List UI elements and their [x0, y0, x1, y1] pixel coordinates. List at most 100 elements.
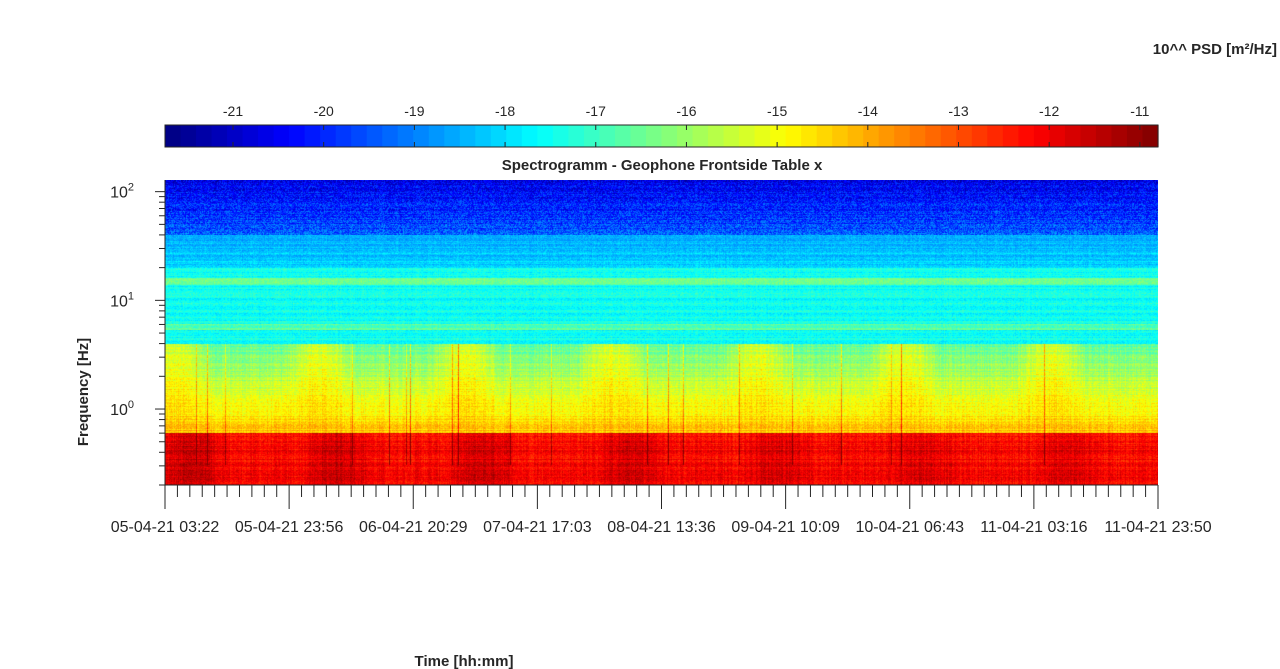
y-axis-label: Frequency [Hz]: [75, 338, 92, 446]
colorbar-segment: [987, 125, 1004, 147]
colorbar-segment: [289, 125, 306, 147]
colorbar-segment: [211, 125, 228, 147]
colorbar-segment: [506, 125, 523, 147]
colorbar-segment: [956, 125, 973, 147]
colorbar-tick-labels: -21 -20 -19 -18 -17 -16 -15 -14 -13 -12 -11: [223, 103, 1150, 119]
x-axis-tick-labels: 05-04-21 03:22 05-04-21 23:56 06-04-21 20:…: [111, 519, 1212, 536]
spectrogram-image: [165, 180, 1158, 485]
x-tick-label: 08-04-21 13:36: [607, 519, 716, 536]
colorbar-segment: [971, 125, 988, 147]
colorbar-segment: [770, 125, 787, 147]
x-tick-label: 11-04-21 03:16: [980, 519, 1087, 536]
colorbar-tick-label: -17: [586, 103, 606, 119]
colorbar-segment: [413, 125, 430, 147]
colorbar-tick-label: -15: [767, 103, 787, 119]
colorbar-segment: [320, 125, 337, 147]
colorbar-segment: [444, 125, 461, 147]
colorbar-segment: [196, 125, 213, 147]
colorbar-segment: [490, 125, 507, 147]
colorbar-segment: [568, 125, 585, 147]
colorbar-segment: [692, 125, 709, 147]
colorbar-segment: [165, 125, 182, 147]
colorbar-segment: [335, 125, 352, 147]
colorbar-segment: [552, 125, 570, 147]
colorbar-tick-label: -21: [223, 103, 243, 119]
colorbar-segment: [754, 125, 771, 147]
colorbar-segment: [816, 125, 833, 147]
colorbar-segment: [677, 125, 694, 147]
colorbar-segment: [925, 125, 942, 147]
colorbar-segment: [878, 125, 895, 147]
colorbar-segment: [366, 125, 383, 147]
x-tick-label: 11-04-21 23:50: [1104, 519, 1211, 536]
colorbar-segment: [1002, 125, 1019, 147]
colorbar-segment: [459, 125, 476, 147]
colorbar-segment: [304, 125, 321, 147]
colorbar-ticks: [232, 125, 1141, 147]
colorbar-segment: [599, 125, 616, 147]
x-tick-label: 06-04-21 20:29: [359, 519, 468, 536]
colorbar-segment: [894, 125, 911, 147]
y-axis-tick-labels: 100 101 102: [110, 182, 134, 419]
colorbar-segment: [1064, 125, 1082, 147]
colorbar-segment: [1049, 125, 1066, 147]
colorbar-segment: [863, 125, 880, 147]
x-tick-label: 07-04-21 17:03: [483, 519, 592, 536]
colorbar: [165, 125, 1159, 147]
chart-title: Spectrogramm - Geophone Frontside Table …: [502, 157, 823, 174]
colorbar-segment: [708, 125, 725, 147]
colorbar-tick-label: -11: [1130, 103, 1149, 119]
colorbar-segment: [1142, 125, 1159, 147]
colorbar-segment: [847, 125, 864, 147]
colorbar-segment: [521, 125, 538, 147]
colorbar-segment: [940, 125, 957, 147]
colorbar-segment: [273, 125, 290, 147]
colorbar-border: [164, 124, 1159, 148]
colorbar-segment: [583, 125, 601, 147]
colorbar-segment: [1111, 125, 1128, 147]
x-tick-label: 10-04-21 06:43: [855, 519, 964, 536]
y-tick-label: 101: [110, 290, 134, 310]
colorbar-segment: [351, 125, 368, 147]
colorbar-segment: [832, 125, 849, 147]
colorbar-tick-label: -19: [404, 103, 424, 119]
colorbar-segment: [382, 125, 399, 147]
colorbar-tick-label: -20: [314, 103, 334, 119]
colorbar-segment: [1126, 125, 1144, 147]
colorbar-tick-label: -13: [948, 103, 968, 119]
colorbar-segment: [909, 125, 926, 147]
colorbar-tick-label: -16: [676, 103, 696, 119]
x-tick-label: 09-04-21 10:09: [731, 519, 840, 536]
colorbar-tick-label: -14: [858, 103, 878, 119]
colorbar-segment: [1033, 125, 1050, 147]
y-tick-label: 100: [110, 399, 134, 419]
colorbar-segment: [1095, 125, 1113, 147]
colorbar-tick-label: -12: [1039, 103, 1059, 119]
colorbar-segment: [630, 125, 647, 147]
y-axis-ticks: [155, 191, 165, 486]
colorbar-segment: [428, 125, 445, 147]
colorbar-segment: [645, 125, 663, 147]
colorbar-segment: [785, 125, 802, 147]
colorbar-segment: [397, 125, 414, 147]
colorbar-segment: [1018, 125, 1035, 147]
colorbar-segment: [739, 125, 756, 147]
colorbar-segment: [180, 125, 197, 147]
x-tick-label: 05-04-21 23:56: [235, 519, 344, 536]
colorbar-segment: [801, 125, 818, 147]
x-tick-label: 05-04-21 03:22: [111, 519, 220, 536]
colorbar-segment: [258, 125, 275, 147]
colorbar-segment: [723, 125, 740, 147]
colorbar-segment: [661, 125, 678, 147]
colorbar-segment: [1080, 125, 1097, 147]
colorbar-segment: [242, 125, 259, 147]
colorbar-label: 10^^ PSD [m²/Hz]: [1153, 41, 1277, 58]
x-axis-label: Time [hh:mm]: [415, 653, 514, 669]
colorbar-segment: [537, 125, 554, 147]
colorbar-tick-label: -18: [495, 103, 515, 119]
colorbar-segment: [475, 125, 492, 147]
x-axis-ticks: [164, 485, 1159, 509]
colorbar-segment: [614, 125, 632, 147]
y-tick-label: 102: [110, 182, 134, 202]
